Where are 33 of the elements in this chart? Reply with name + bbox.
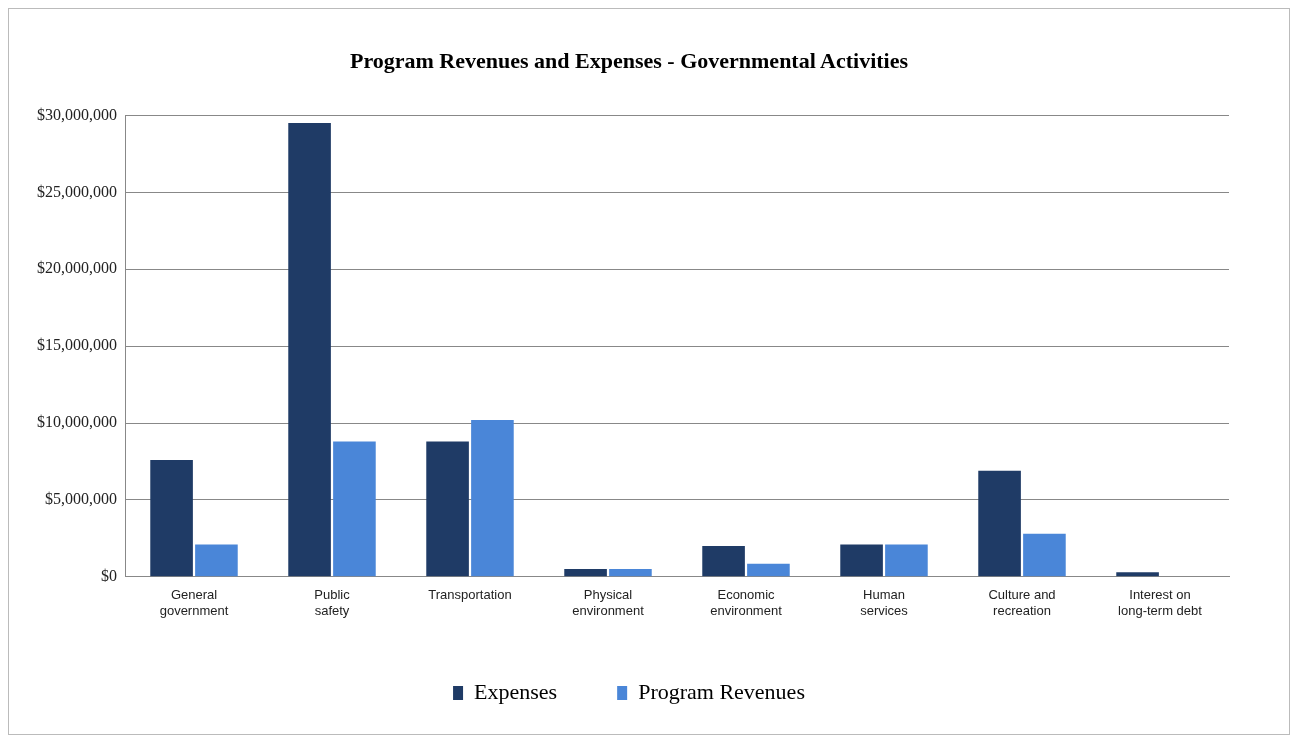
bar — [747, 563, 790, 577]
legend-label: Expenses — [474, 678, 558, 704]
bar — [564, 569, 607, 577]
bar — [840, 544, 883, 577]
legend-label: Program Revenues — [638, 678, 805, 704]
x-tick-label: Physical environment — [572, 587, 645, 618]
y-tick-label: $25,000,000 — [37, 182, 117, 200]
y-tick-label: $0 — [101, 567, 117, 584]
x-tick-label: Transportation — [428, 587, 512, 603]
x-tick-label: General government — [159, 587, 229, 618]
x-tick-label: Economic environment — [710, 587, 783, 618]
bar — [426, 441, 469, 577]
bar — [702, 546, 745, 577]
bar — [288, 123, 331, 577]
x-tick-label: Interest on long-term debt — [1118, 587, 1203, 618]
bar — [1023, 533, 1066, 577]
x-tick-label: Human services — [860, 587, 909, 618]
bar — [195, 544, 238, 577]
y-tick-label: $30,000,000 — [37, 105, 117, 123]
bar — [333, 441, 376, 577]
bar — [1116, 572, 1159, 577]
y-tick-label: $10,000,000 — [37, 413, 117, 431]
bar — [609, 569, 652, 577]
x-tick-label: Culture and recreation — [988, 587, 1056, 618]
x-tick-label: Public safety — [314, 587, 351, 618]
y-tick-label: $15,000,000 — [37, 336, 117, 354]
y-tick-label: $5,000,000 — [45, 490, 117, 508]
bar — [885, 544, 928, 577]
bar — [150, 459, 193, 577]
bar — [471, 419, 514, 577]
y-tick-label: $20,000,000 — [37, 259, 117, 277]
chart-title: Program Revenues and Expenses - Governmental Activities — [349, 47, 909, 73]
bar — [978, 470, 1021, 577]
